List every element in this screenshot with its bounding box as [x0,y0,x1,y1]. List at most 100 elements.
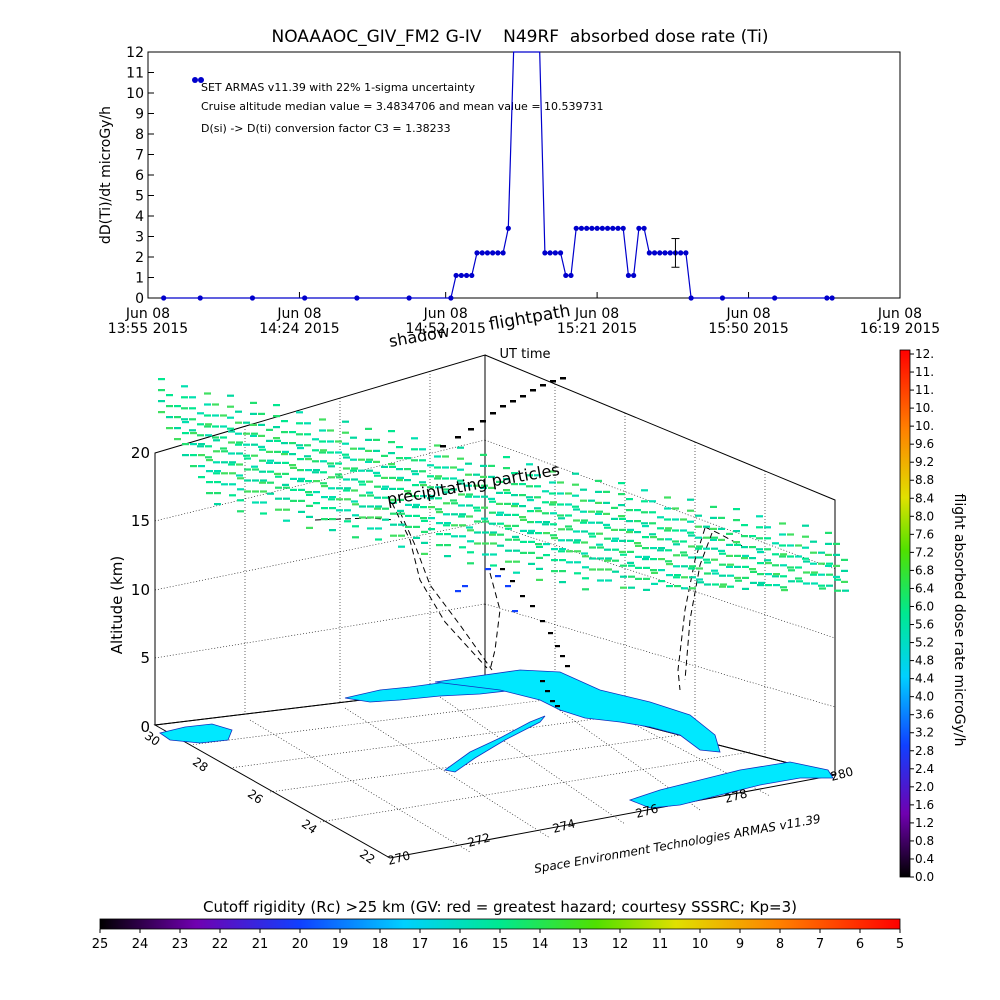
dose-marker [444,533,451,536]
dose-marker [534,485,541,488]
dose-marker [396,457,403,460]
dose-marker [266,450,273,453]
dose-marker [673,543,680,546]
dose-marker [588,510,595,513]
dose-marker [490,564,497,567]
dose-marker [787,533,794,536]
dose-marker [626,520,633,523]
dose-marker [405,503,412,506]
dose-marker [605,557,612,560]
dose-marker [496,480,503,483]
dose-marker [289,464,296,467]
flight-marker [520,395,526,398]
dose-marker [795,555,802,558]
dose-marker [489,511,496,514]
dose-marker [181,418,188,421]
dose-marker [572,472,579,475]
annotation-armas-version: SET ARMAS v11.39 with 22% 1-sigma uncert… [201,81,475,94]
dose-marker [367,505,374,508]
dose-marker [503,456,510,459]
dose-marker [803,582,810,585]
dose-marker [527,532,534,535]
dose-colorbar-tick-label: 5.2 [915,636,934,650]
dose-marker [795,577,802,580]
dose-marker [473,506,480,509]
dose-marker [174,416,181,419]
dose-marker [350,436,357,439]
dose-marker [574,561,581,564]
dose-marker [520,518,527,521]
dose-marker [260,479,267,482]
dose-marker [566,561,573,564]
dose-data-point [448,295,454,301]
dose-marker [688,556,695,559]
dose-marker [764,537,771,540]
dose-marker [229,461,236,464]
dose-marker [389,476,396,479]
dose-marker [680,518,687,521]
rigidity-colorbar-tick-label: 7 [816,937,824,952]
dose-marker [388,463,395,466]
rigidity-colorbar-tick-label: 21 [252,937,269,952]
dose-marker [297,447,304,450]
dose-marker [259,459,266,462]
dose-data-point [500,250,506,256]
dose-marker [389,498,396,501]
dose-marker [229,494,236,497]
dose-marker [649,500,656,503]
dose-marker [566,539,573,542]
dose-marker [251,432,258,435]
chart-title: NOAAAOC_GIV_FM2 G-IV N49RF absorbed dose… [272,27,769,47]
dose-marker [749,546,756,549]
dose-marker [329,507,336,510]
dose-marker [627,539,634,542]
dose-y-tick-label: 10 [126,86,144,102]
altitude-tick-label: 15 [131,512,150,530]
dose-marker [582,555,589,558]
dose-marker [235,432,242,435]
dose-marker [421,552,428,555]
annotation-conversion-factor: D(si) -> D(ti) conversion factor C3 = 1.… [201,122,451,135]
dose-marker [779,544,786,547]
dose-marker [473,495,480,498]
dose-marker [306,493,313,496]
dose-marker [787,544,794,547]
dose-marker [375,538,382,541]
dose-marker [635,577,642,580]
dose-marker [352,514,359,517]
dose-marker [750,581,757,584]
dose-marker [528,529,535,532]
dose-marker [267,470,274,473]
dose-marker [559,581,566,584]
dose-marker [320,482,327,485]
dose-marker [365,427,372,430]
dose-marker [382,507,389,510]
dose-marker [258,445,265,448]
dose-marker [520,551,527,554]
dose-marker [612,548,619,551]
latitude-tick-label: 26 [245,787,266,807]
dose-marker [344,520,351,523]
flight-marker [545,690,550,693]
dose-marker [696,567,703,570]
dose-marker [273,437,280,440]
dose-data-point [610,225,616,231]
dose-marker [382,496,389,499]
dose-marker [673,565,680,568]
dose-marker [220,436,227,439]
dose-marker [710,538,717,541]
dose-marker [551,537,558,540]
dose-marker [742,565,749,568]
dose-marker [398,545,405,548]
dose-marker [634,531,641,534]
dose-marker [696,545,703,548]
dose-marker [687,498,694,501]
dose-marker [482,542,489,545]
dose-marker [627,528,634,531]
rigidity-colorbar-tick-label: 6 [856,937,864,952]
dose-marker [758,581,765,584]
dose-marker [596,532,603,535]
dose-marker [450,477,457,480]
dose-marker [558,528,565,531]
